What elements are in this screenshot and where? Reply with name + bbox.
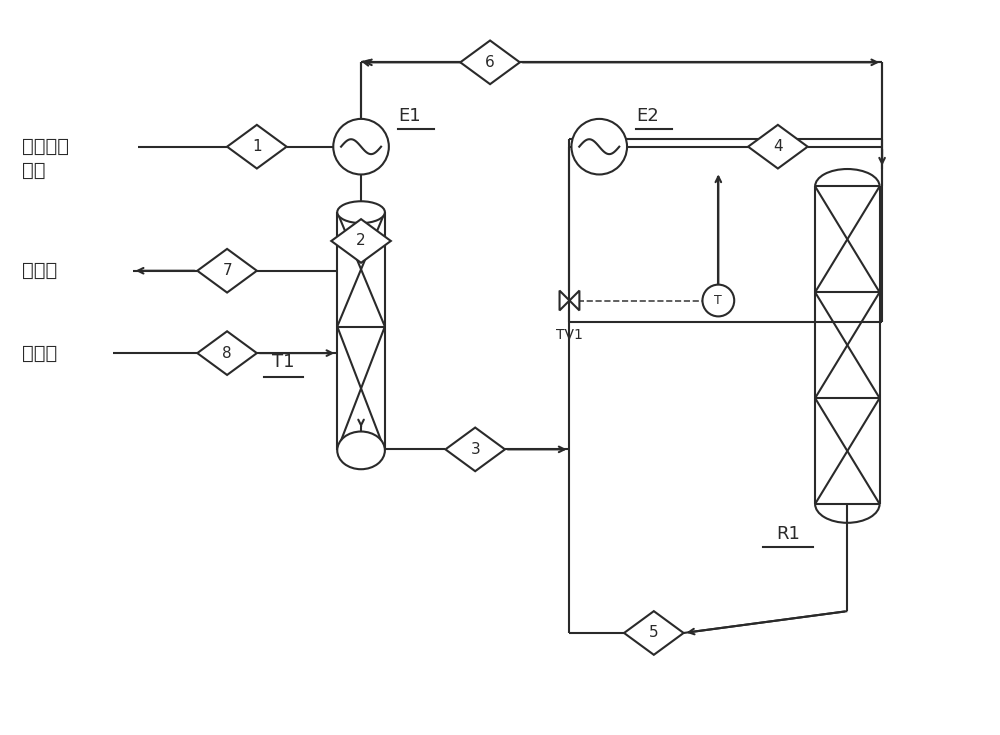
Ellipse shape xyxy=(337,201,385,223)
Text: 3: 3 xyxy=(470,442,480,457)
Text: 氢气混合
气体: 氢气混合 气体 xyxy=(22,137,69,180)
Polygon shape xyxy=(227,125,287,168)
Text: TV1: TV1 xyxy=(556,329,583,343)
Circle shape xyxy=(571,119,627,174)
Text: 4: 4 xyxy=(773,139,783,154)
Text: 2: 2 xyxy=(356,234,366,248)
Text: 草酸酯: 草酸酯 xyxy=(22,343,57,362)
Text: 7: 7 xyxy=(222,263,232,279)
Text: T1: T1 xyxy=(272,354,295,371)
Text: E1: E1 xyxy=(398,107,420,125)
Text: 1: 1 xyxy=(252,139,262,154)
Polygon shape xyxy=(331,219,391,263)
Polygon shape xyxy=(197,331,257,375)
Text: 粗产品: 粗产品 xyxy=(22,261,57,280)
Ellipse shape xyxy=(337,431,385,469)
Polygon shape xyxy=(445,428,505,471)
Text: 5: 5 xyxy=(649,625,659,640)
Text: E2: E2 xyxy=(636,107,659,125)
Text: R1: R1 xyxy=(776,525,800,542)
Text: 8: 8 xyxy=(222,345,232,361)
Polygon shape xyxy=(624,611,684,655)
Polygon shape xyxy=(460,40,520,85)
Text: T: T xyxy=(714,294,722,307)
Polygon shape xyxy=(197,249,257,293)
Circle shape xyxy=(333,119,389,174)
Text: 6: 6 xyxy=(485,55,495,70)
Polygon shape xyxy=(569,290,579,310)
Circle shape xyxy=(702,284,734,316)
Polygon shape xyxy=(748,125,808,168)
Polygon shape xyxy=(560,290,569,310)
